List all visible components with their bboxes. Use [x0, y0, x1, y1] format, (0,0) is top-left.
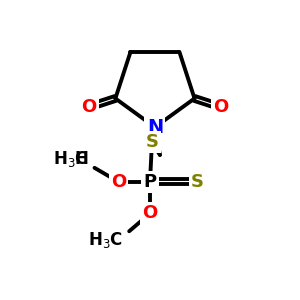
- Text: H$_3$C: H$_3$C: [88, 230, 123, 250]
- Text: O: O: [142, 204, 158, 222]
- Text: O: O: [81, 98, 97, 116]
- Text: S: S: [146, 133, 158, 151]
- Text: O: O: [213, 98, 229, 116]
- Text: H$_3$C: H$_3$C: [53, 149, 88, 169]
- Text: P: P: [143, 173, 157, 191]
- Text: O: O: [111, 173, 126, 191]
- Text: S: S: [191, 173, 204, 191]
- Text: N: N: [147, 118, 163, 137]
- Text: H: H: [75, 150, 88, 168]
